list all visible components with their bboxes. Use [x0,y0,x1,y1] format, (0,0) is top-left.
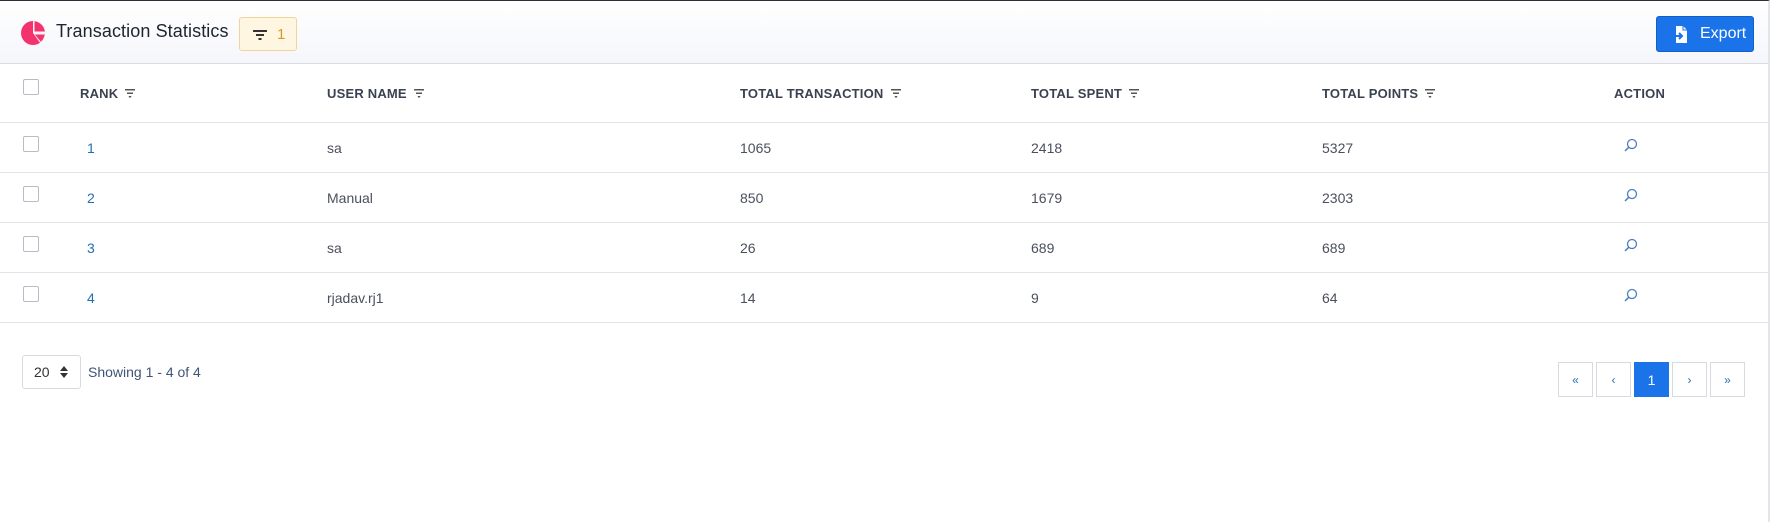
total-spent-cell: 9 [1031,289,1039,306]
column-header-total-transaction: TOTAL TRANSACTION [740,64,901,122]
table-header-row: RANK USER NAME TOTAL TRANSACTION TOTAL S… [0,64,1768,123]
rank-link[interactable]: 3 [87,239,95,256]
total-spent-cell: 2418 [1031,139,1063,156]
row-checkbox[interactable] [23,285,39,302]
rank-link[interactable]: 1 [87,139,95,156]
column-label-total-transaction: TOTAL TRANSACTION [740,85,884,101]
action-cell [1614,173,1638,222]
table-row: 2 Manual 850 1679 2303 [0,173,1768,223]
column-header-action: ACTION [1614,64,1665,122]
select-all-checkbox[interactable] [23,79,39,95]
column-filter-icon[interactable] [1425,88,1436,98]
rank-cell: 2 [87,173,95,222]
search-icon[interactable] [1624,238,1638,252]
user-name-cell: rjadav.rj1 [327,289,384,306]
rank-cell: 1 [87,123,95,172]
action-cell [1614,123,1638,172]
column-filter-icon[interactable] [125,88,136,98]
column-label-rank: RANK [80,85,119,101]
row-checkbox[interactable] [23,135,39,152]
total-points-cell: 5327 [1322,139,1354,156]
search-icon[interactable] [1624,138,1638,152]
column-header-user-name: USER NAME [327,64,424,122]
column-filter-icon[interactable] [413,88,424,98]
search-icon[interactable] [1624,288,1638,302]
total-points-cell: 689 [1322,239,1346,256]
page-1-button[interactable]: 1 [1634,362,1669,397]
page-size-select[interactable]: 20 [22,355,81,389]
total-points-cell: 2303 [1322,189,1354,206]
filter-icon [253,30,267,40]
column-label-action: ACTION [1614,85,1666,101]
page-header: Transaction Statistics 1 Export [0,2,1768,64]
rank-link[interactable]: 4 [87,289,95,306]
pie-chart-icon [21,21,45,45]
table-row: 3 sa 26 689 689 [0,223,1768,273]
row-select-cell [23,173,39,222]
column-header-total-spent: TOTAL SPENT [1031,64,1140,122]
header-select-cell [23,64,39,122]
showing-summary: Showing 1 - 4 of 4 [88,364,201,380]
rank-cell: 3 [87,223,95,272]
total-spent-cell: 1679 [1031,189,1063,206]
table-row: 4 rjadav.rj1 14 9 64 [0,273,1768,323]
table-body: 1 sa 1065 2418 5327 2 Manual 850 1679 23… [0,123,1768,323]
total-transaction-cell: 14 [740,289,756,306]
column-label-user-name: USER NAME [327,85,407,101]
column-header-total-points: TOTAL POINTS [1322,64,1436,122]
column-header-rank: RANK [80,64,136,122]
column-label-total-points: TOTAL POINTS [1322,85,1419,101]
total-spent-cell: 689 [1031,239,1055,256]
total-transaction-cell: 1065 [740,139,772,156]
rank-link[interactable]: 2 [87,189,95,206]
page-size-value: 20 [34,364,50,380]
table-row: 1 sa 1065 2418 5327 [0,123,1768,173]
file-export-icon [1673,26,1687,43]
page-title: Transaction Statistics [56,21,229,41]
row-select-cell [23,273,39,322]
column-label-total-spent: TOTAL SPENT [1031,85,1123,101]
row-select-cell [23,223,39,272]
first-page-button[interactable]: « [1558,362,1593,397]
user-name-cell: sa [327,239,342,256]
export-button[interactable]: Export [1656,16,1754,52]
column-filter-icon[interactable] [890,88,901,98]
sort-caret-icon [60,366,68,378]
action-cell [1614,223,1638,272]
user-name-cell: Manual [327,189,373,206]
total-points-cell: 64 [1322,289,1338,306]
next-page-button[interactable]: › [1672,362,1707,397]
action-cell [1614,273,1638,322]
filter-button[interactable]: 1 [239,17,297,51]
total-transaction-cell: 26 [740,239,756,256]
total-transaction-cell: 850 [740,189,764,206]
search-icon[interactable] [1624,188,1638,202]
statistics-table: RANK USER NAME TOTAL TRANSACTION TOTAL S… [0,64,1768,323]
prev-page-button[interactable]: ‹ [1596,362,1631,397]
user-name-cell: sa [327,139,342,156]
row-checkbox[interactable] [23,235,39,252]
rank-cell: 4 [87,273,95,322]
table-footer: 20 Showing 1 - 4 of 4 « ‹ 1 › » [0,354,1768,398]
last-page-button[interactable]: » [1710,362,1745,397]
row-checkbox[interactable] [23,185,39,202]
export-label: Export [1700,25,1747,42]
row-select-cell [23,123,39,172]
column-filter-icon[interactable] [1129,88,1140,98]
filter-count-badge: 1 [277,26,286,43]
